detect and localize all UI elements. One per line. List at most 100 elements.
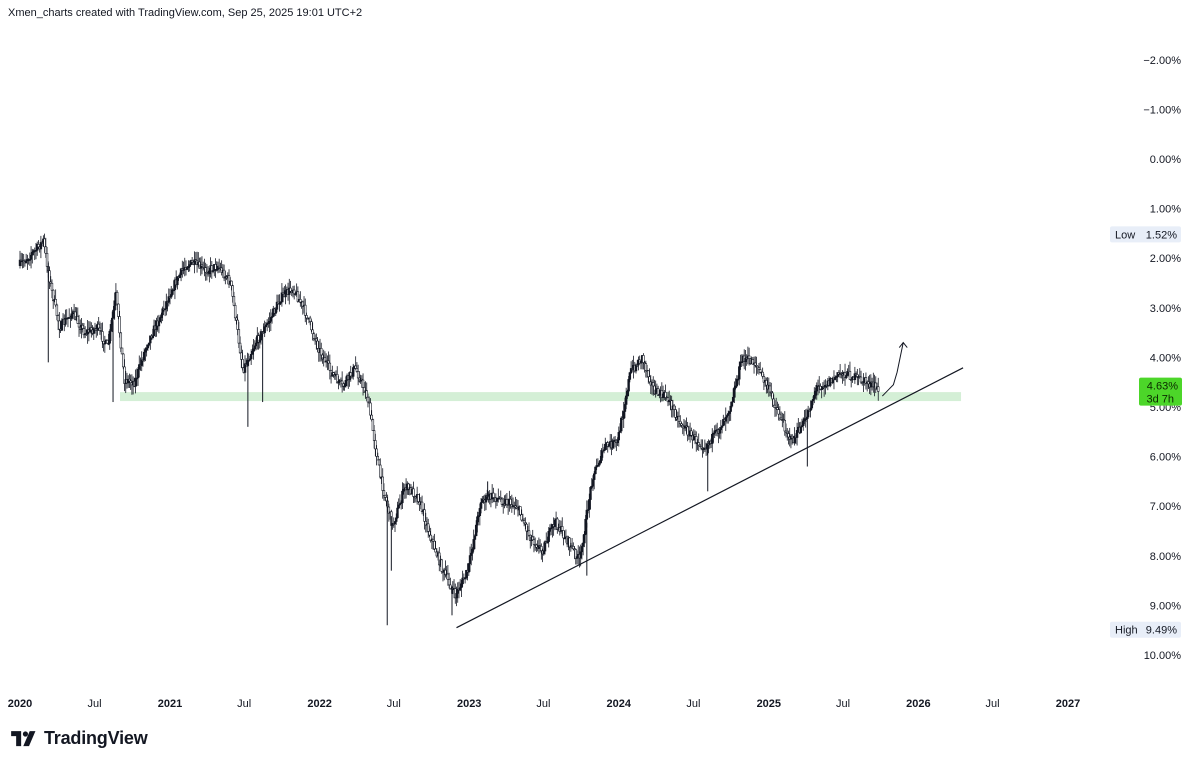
candle-body — [845, 375, 848, 378]
candle-body — [585, 509, 589, 520]
candle-body — [626, 390, 629, 397]
low-value: 1.52% — [1146, 229, 1177, 241]
candle-body — [458, 587, 462, 591]
candle-body — [284, 290, 287, 298]
candle-body — [157, 321, 161, 327]
candle-body — [117, 303, 120, 317]
y-tick-label: 3.00% — [1150, 303, 1181, 315]
candle-body — [361, 379, 365, 388]
candle-body — [600, 450, 603, 461]
candle-body — [397, 504, 400, 509]
candle-body — [64, 318, 67, 325]
candle-body — [622, 411, 625, 419]
candle-body — [648, 376, 651, 383]
candle-body — [476, 516, 479, 526]
footer: TradingView — [10, 728, 148, 749]
candle-body — [70, 313, 73, 319]
candle-body — [106, 339, 109, 344]
y-axis: −2.00%−1.00%0.00%1.00%2.00%3.00%4.00%5.0… — [1143, 55, 1181, 662]
candle-body — [112, 309, 115, 319]
candle-body — [547, 531, 550, 542]
trendline — [456, 367, 964, 629]
candle-body — [377, 459, 381, 466]
candle-body — [505, 499, 509, 505]
x-tick-label: 2020 — [8, 698, 32, 710]
candle-body — [48, 270, 51, 283]
candle-body — [395, 517, 398, 522]
projection-arrowhead — [898, 341, 908, 348]
y-tick-label: 4.00% — [1150, 352, 1181, 364]
candle-body — [401, 490, 404, 504]
candle-body — [81, 324, 84, 329]
tradingview-brand: TradingView — [44, 728, 148, 748]
candle-body — [249, 353, 253, 360]
candle-body — [664, 391, 667, 398]
y-tick-label: −1.00% — [1143, 104, 1181, 116]
candle-body — [253, 345, 257, 350]
candle-body — [771, 392, 774, 400]
candle-body — [787, 433, 790, 438]
candle-body — [387, 506, 391, 514]
candle-body — [711, 433, 714, 444]
candle-body — [627, 379, 630, 392]
candle-body — [54, 299, 57, 306]
candle-body — [292, 289, 296, 295]
candle-body — [677, 415, 681, 422]
candle-body — [519, 506, 522, 516]
candle-body — [540, 546, 543, 551]
candle-body — [109, 324, 113, 332]
candle-body — [352, 367, 355, 377]
x-tick-label: Jul — [237, 698, 251, 710]
candle-body — [461, 577, 464, 585]
candle-body — [647, 370, 650, 378]
candle-body — [623, 404, 627, 412]
x-tick-label: 2027 — [1056, 698, 1080, 710]
candle-body — [308, 317, 312, 322]
candle-body — [382, 490, 386, 496]
candle-body — [581, 542, 585, 547]
candle-body — [661, 393, 665, 398]
candle-body — [562, 530, 565, 539]
candle-body — [371, 419, 375, 431]
candle-body — [674, 409, 677, 418]
x-tick-label: 2026 — [906, 698, 930, 710]
y-tick-label: 7.00% — [1150, 501, 1181, 513]
candle-body — [50, 282, 54, 291]
candle-body — [236, 319, 239, 330]
candle-body — [29, 254, 33, 260]
x-tick-label: Jul — [387, 698, 401, 710]
x-tick-label: 2023 — [457, 698, 481, 710]
candle-body — [423, 509, 426, 522]
candle-body — [252, 348, 255, 352]
candle-body — [241, 359, 244, 368]
candle-body — [428, 531, 431, 536]
candle-body — [122, 353, 125, 368]
y-tick-label: 1.00% — [1150, 204, 1181, 216]
candle-body — [467, 563, 470, 573]
candle-body — [136, 369, 140, 379]
candle-body — [320, 348, 323, 356]
candle-body — [76, 316, 79, 324]
candle-body — [147, 342, 151, 346]
candle-body — [58, 320, 61, 330]
y-tick-label: 9.00% — [1150, 600, 1181, 612]
candle-body — [809, 407, 812, 411]
candle-body — [747, 355, 751, 359]
candle-body — [777, 409, 780, 415]
candle-body — [372, 430, 376, 441]
candle-body — [37, 244, 40, 248]
x-tick-label: Jul — [686, 698, 700, 710]
candle-body — [768, 385, 772, 393]
candle-body — [718, 429, 721, 434]
candle-body — [686, 426, 689, 436]
x-tick-label: Jul — [836, 698, 850, 710]
candle-body — [758, 369, 762, 373]
candle-body — [379, 464, 382, 478]
candle-body — [144, 349, 147, 353]
candle-body — [134, 377, 137, 387]
candle-body — [509, 498, 512, 505]
candle-body — [733, 387, 736, 398]
candle-body — [146, 344, 150, 349]
candle-body — [349, 372, 352, 377]
